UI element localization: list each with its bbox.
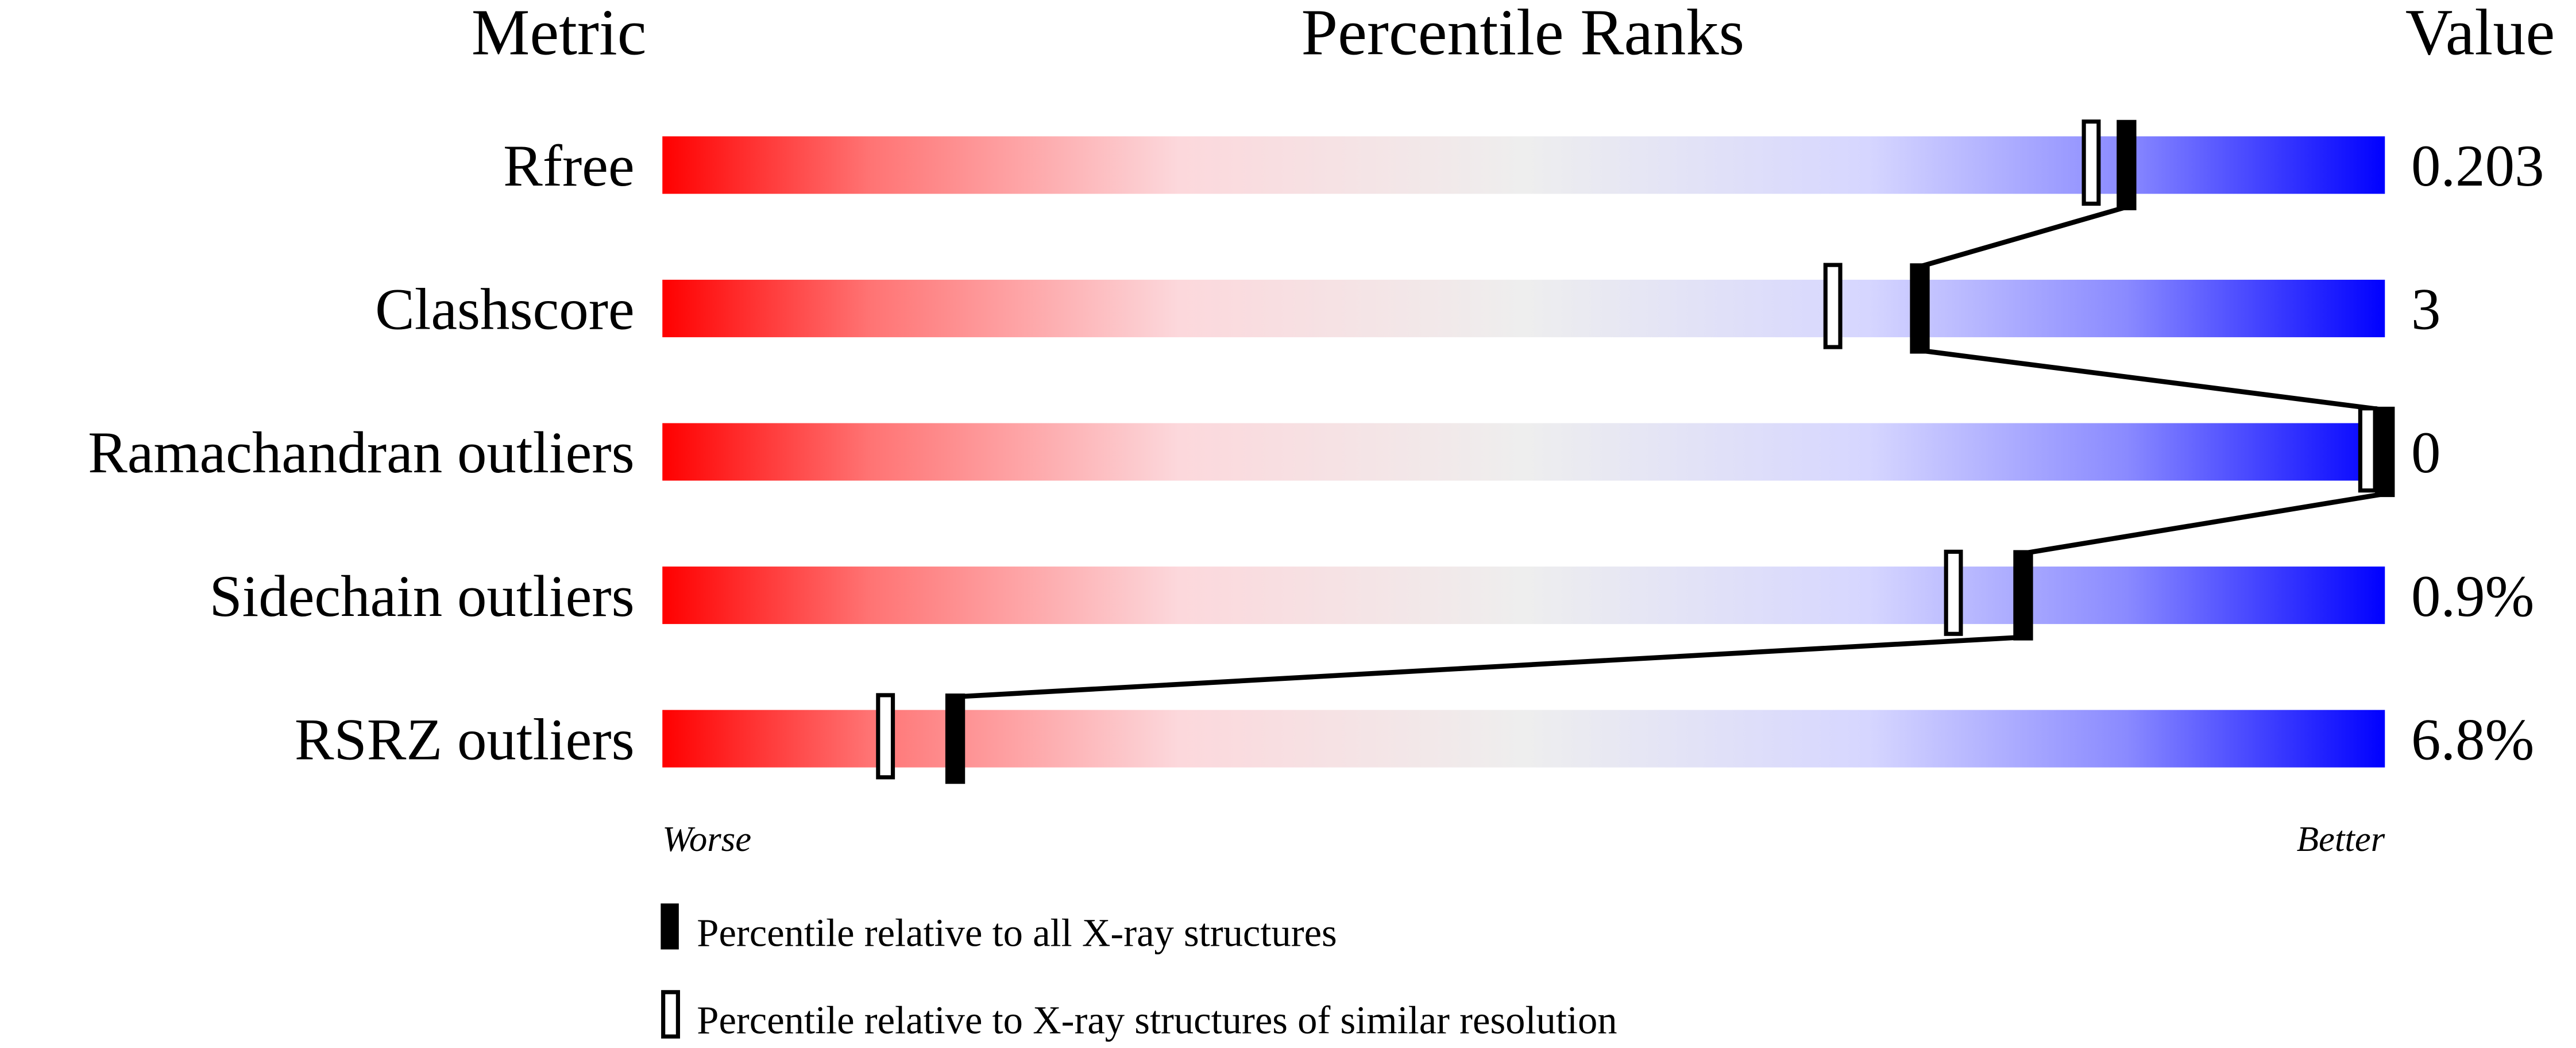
metric-label-rsrz-outliers: RSRZ outliers: [295, 707, 635, 772]
metric-label-clashscore: Clashscore: [375, 277, 635, 342]
connector-line: [1919, 348, 2385, 413]
marker-similar-sidechain-outliers: [1944, 549, 1963, 636]
legend-open-marker: [661, 990, 680, 1039]
marker-all-rfree: [2117, 120, 2137, 210]
metric-label-rfree: Rfree: [503, 133, 635, 199]
header-value: Value: [2405, 0, 2555, 68]
marker-all-ramachandran-outliers: [2375, 406, 2395, 498]
bar-clashscore: [662, 279, 2385, 337]
value-label-ramachandran-outliers: 0: [2411, 420, 2440, 486]
header-metric: Metric: [472, 0, 647, 68]
marker-all-sidechain-outliers: [2013, 550, 2033, 641]
marker-similar-rfree: [2081, 119, 2101, 206]
axis-label-better: Better: [2297, 819, 2385, 859]
metric-label-ramachandran-outliers: Ramachandran outliers: [88, 420, 635, 486]
marker-all-clashscore: [1910, 263, 1930, 354]
value-label-rfree: 0.203: [2411, 133, 2544, 199]
marker-all-rsrz-outliers: [945, 693, 965, 784]
connector-line: [1919, 205, 2127, 269]
header-percentile-ranks: Percentile Ranks: [1301, 0, 1745, 68]
legend-filled-marker: [661, 903, 679, 950]
marker-similar-clashscore: [1823, 263, 1843, 349]
legend-all-label: Percentile relative to all X-ray structu…: [697, 911, 1337, 955]
legend-similar-label: Percentile relative to X-ray structures …: [697, 998, 1617, 1042]
value-label-rsrz-outliers: 6.8%: [2411, 707, 2534, 772]
marker-similar-ramachandran-outliers: [2358, 406, 2377, 493]
bar-ramachandran-outliers: [662, 423, 2385, 481]
value-label-clashscore: 3: [2411, 277, 2440, 342]
connector-line: [2022, 491, 2385, 556]
marker-similar-rsrz-outliers: [876, 693, 895, 780]
metric-label-sidechain-outliers: Sidechain outliers: [209, 564, 634, 629]
connector-line: [955, 634, 2023, 700]
bar-sidechain-outliers: [662, 567, 2385, 625]
bar-rsrz-outliers: [662, 710, 2385, 768]
value-label-sidechain-outliers: 0.9%: [2411, 564, 2534, 629]
axis-label-worse: Worse: [662, 819, 751, 859]
